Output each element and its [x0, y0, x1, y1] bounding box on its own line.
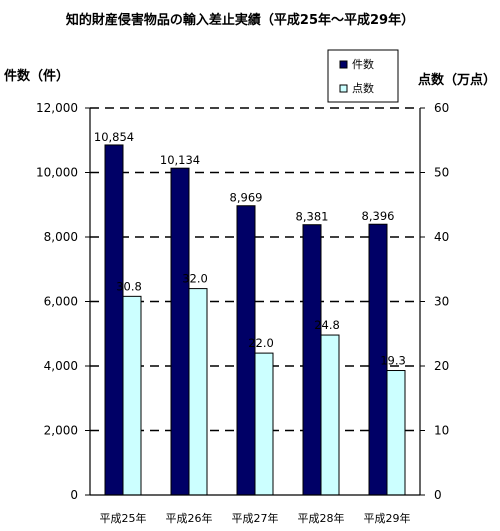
- y2-tick-label: 20: [434, 359, 449, 373]
- legend-swatch-series-1: [339, 60, 348, 69]
- y-axis-label: 件数（件）: [4, 68, 69, 84]
- y-tick-label: 10,000: [36, 166, 78, 180]
- bar-series-2: [386, 370, 406, 496]
- data-label-series-1: 8,396: [362, 209, 395, 223]
- data-label-series-2: 22.0: [248, 336, 274, 350]
- x-tick-label: 平成27年: [232, 511, 279, 525]
- y-tick-label: 12,000: [36, 101, 78, 115]
- data-label-series-1: 8,381: [296, 210, 329, 224]
- bar-series-2: [122, 295, 142, 496]
- data-label-series-2: 24.8: [314, 318, 340, 332]
- x-tick-label: 平成28年: [298, 511, 345, 525]
- x-tick-label: 平成29年: [364, 511, 411, 525]
- legend: 件数 点数: [327, 49, 399, 103]
- bar-series-1: [170, 167, 190, 496]
- bar-series-1: [236, 205, 256, 496]
- legend-label-series-2: 点数: [352, 82, 374, 95]
- data-label-series-2: 32.0: [182, 272, 208, 286]
- x-tick-label: 平成25年: [100, 511, 147, 525]
- legend-label-series-1: 件数: [352, 58, 374, 71]
- y2-axis-label: 点数（万点）: [418, 72, 496, 88]
- bars: [104, 144, 406, 496]
- y-tick-label: 2,000: [44, 424, 78, 438]
- data-label-series-1: 8,969: [230, 191, 263, 205]
- data-label-series-1: 10,854: [94, 130, 134, 144]
- y2-tick-label: 50: [434, 166, 449, 180]
- axes: 0 2,000 4,000 6,000 8,000 10,000 12,000 0 10 20 30…: [36, 101, 449, 502]
- chart-title: 知的財産侵害物品の輸入差止実績（平成25年～平成29年）: [66, 12, 414, 28]
- y-tick-label: 6,000: [44, 295, 78, 309]
- y-tick-label: 4,000: [44, 359, 78, 373]
- y2-tick-label: 0: [434, 488, 442, 502]
- legend-box: [327, 49, 399, 103]
- data-labels: 10,854 30.8 平成25年 10,134 32.0 平成26年 8,969 22.0 平…: [94, 130, 411, 525]
- y2-tick-label: 40: [434, 230, 449, 244]
- bar-series-1: [104, 144, 124, 496]
- bar-series-2: [320, 334, 340, 496]
- data-label-series-2: 19.3: [380, 354, 406, 368]
- x-tick-label: 平成26年: [166, 511, 213, 525]
- bar-series-2: [254, 352, 274, 496]
- y-tick-label: 8,000: [44, 230, 78, 244]
- legend-swatch-series-2: [339, 84, 348, 93]
- y2-tick-label: 30: [434, 295, 449, 309]
- data-label-series-2: 30.8: [116, 279, 142, 293]
- bar-series-1: [302, 224, 322, 496]
- y2-tick-label: 60: [434, 101, 449, 115]
- y2-tick-label: 10: [434, 424, 449, 438]
- y-tick-label: 0: [70, 488, 78, 502]
- data-label-series-1: 10,134: [160, 153, 200, 167]
- bar-series-2: [188, 288, 208, 496]
